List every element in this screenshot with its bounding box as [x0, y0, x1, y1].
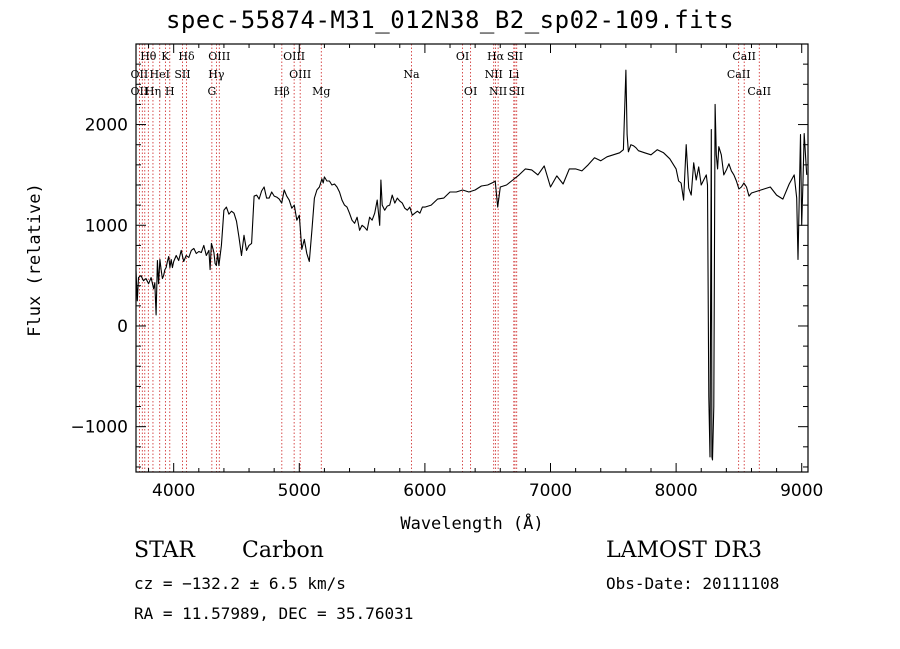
line-label: OI [464, 85, 477, 98]
x-tick-label: 8000 [654, 481, 697, 501]
line-label: Hγ [208, 68, 225, 81]
y-tick-label: −1000 [70, 418, 128, 438]
redshift-text: cz = −132.2 ± 6.5 km/s [134, 574, 346, 593]
y-tick-label: 2000 [85, 116, 128, 136]
line-label: Hη [145, 85, 161, 98]
obs-date-text: Obs-Date: 20111108 [606, 574, 780, 593]
line-label: OIII [283, 50, 305, 63]
line-label: Hδ [178, 50, 195, 63]
y-tick-label: 0 [117, 317, 128, 337]
line-label: G [207, 85, 216, 98]
line-label: OIII [208, 50, 230, 63]
line-label: OI [456, 50, 469, 63]
line-label: Li [508, 68, 519, 81]
line-label: Na [403, 68, 420, 81]
line-label: Mg [312, 85, 330, 98]
line-label: CaII [747, 85, 771, 98]
chart-title: spec-55874-M31_012N38_B2_sp02-109.fits [165, 6, 735, 34]
line-label: NII [485, 68, 503, 81]
line-label: SII [507, 50, 523, 63]
subclass-label: Carbon [242, 538, 324, 563]
line-label: CaII [727, 68, 751, 81]
line-label: CaII [732, 50, 756, 63]
x-axis-label: Wavelength (Å) [400, 512, 543, 534]
y-axis-label: Flux (relative) [25, 183, 45, 337]
class-label: STAR [134, 538, 195, 563]
spectrum-series [135, 69, 808, 461]
x-tick-label: 5000 [278, 481, 321, 501]
line-label: OII [131, 68, 149, 81]
y-tick-label: 1000 [85, 216, 128, 236]
x-tick-label: 7000 [529, 481, 572, 501]
line-label: SII [509, 85, 525, 98]
line-label: SII [174, 68, 190, 81]
x-tick-label: 6000 [403, 481, 446, 501]
survey-label: LAMOST DR3 [606, 538, 762, 563]
x-tick-label: 4000 [152, 481, 195, 501]
line-label: K [161, 50, 170, 63]
line-label: H [165, 85, 175, 98]
line-label: NII [489, 85, 507, 98]
line-label: Hβ [274, 85, 290, 98]
plot-frame [135, 43, 809, 473]
x-tick-label: 9000 [780, 481, 823, 501]
line-label: Hθ [140, 50, 157, 63]
line-label: Hα [487, 50, 505, 63]
coordinates-text: RA = 11.57989, DEC = 35.76031 [134, 604, 414, 623]
line-label: OII [131, 85, 149, 98]
line-label: HeI [150, 68, 170, 81]
line-label: OIII [289, 68, 311, 81]
